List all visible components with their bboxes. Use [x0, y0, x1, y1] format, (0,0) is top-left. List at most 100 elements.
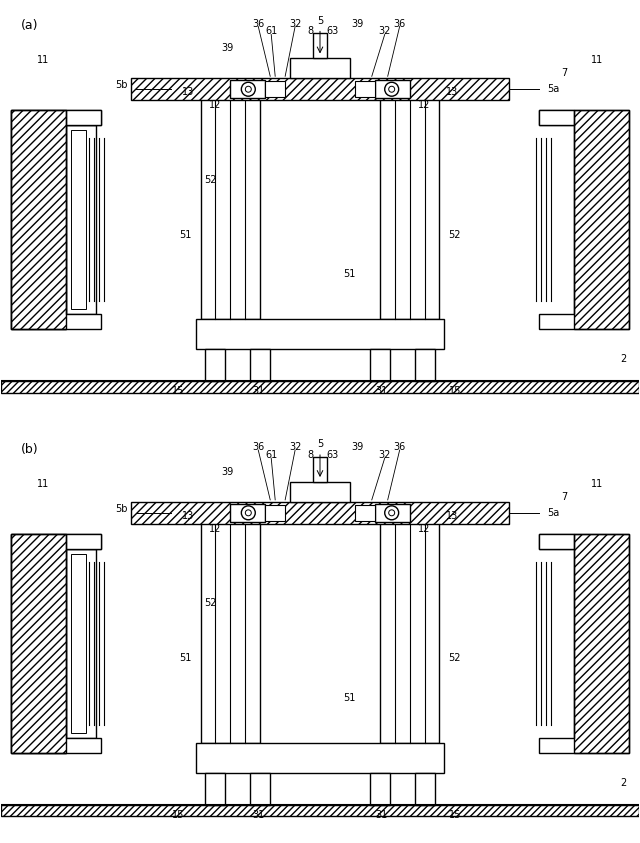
- Text: 8: 8: [307, 26, 313, 36]
- Text: 39: 39: [221, 43, 234, 53]
- Text: 7: 7: [561, 68, 567, 78]
- Bar: [250, 773, 270, 804]
- Bar: [196, 319, 444, 349]
- Text: 11: 11: [591, 56, 603, 66]
- Text: (b): (b): [21, 443, 39, 455]
- Bar: [66, 549, 96, 738]
- Text: 5a: 5a: [547, 84, 559, 94]
- Bar: [1, 804, 639, 817]
- Text: 11: 11: [591, 479, 603, 489]
- Bar: [71, 554, 86, 733]
- Text: 11: 11: [37, 56, 49, 66]
- Bar: [380, 514, 440, 743]
- Bar: [131, 78, 509, 100]
- Text: 36: 36: [394, 442, 406, 452]
- Text: (a): (a): [21, 19, 39, 32]
- Circle shape: [385, 506, 399, 520]
- Text: 52: 52: [448, 229, 461, 239]
- Text: 31: 31: [252, 809, 264, 819]
- Bar: [250, 349, 270, 381]
- Polygon shape: [539, 110, 628, 329]
- Bar: [265, 81, 285, 97]
- Text: 63: 63: [327, 26, 339, 36]
- Circle shape: [388, 510, 395, 516]
- Bar: [574, 534, 628, 753]
- Polygon shape: [12, 534, 101, 753]
- Text: 32: 32: [289, 442, 301, 452]
- Text: 15: 15: [449, 809, 461, 819]
- Text: 52: 52: [204, 175, 217, 185]
- Bar: [375, 80, 410, 98]
- Text: 12: 12: [209, 100, 221, 110]
- Bar: [12, 534, 66, 753]
- Text: 39: 39: [221, 467, 234, 477]
- Text: 32: 32: [289, 19, 301, 29]
- Bar: [370, 773, 390, 804]
- Text: 15: 15: [172, 386, 185, 396]
- Text: 15: 15: [449, 386, 461, 396]
- Text: 7: 7: [561, 491, 567, 502]
- Bar: [200, 514, 260, 743]
- Bar: [290, 482, 350, 502]
- Text: 12: 12: [419, 524, 431, 534]
- Text: 61: 61: [265, 26, 277, 36]
- Bar: [380, 90, 440, 319]
- Text: 13: 13: [182, 87, 195, 97]
- Circle shape: [388, 86, 395, 92]
- Bar: [313, 457, 327, 482]
- Text: 36: 36: [252, 19, 264, 29]
- Text: 5b: 5b: [115, 80, 128, 90]
- Text: 12: 12: [419, 100, 431, 110]
- Text: 13: 13: [182, 511, 195, 521]
- Circle shape: [245, 510, 252, 516]
- Text: 8: 8: [307, 450, 313, 460]
- Circle shape: [241, 83, 255, 96]
- Text: 15: 15: [172, 809, 185, 819]
- Bar: [66, 125, 96, 314]
- Text: 51: 51: [344, 693, 356, 703]
- Bar: [71, 130, 86, 309]
- Bar: [205, 773, 225, 804]
- Text: 31: 31: [376, 386, 388, 396]
- Bar: [12, 110, 66, 329]
- Text: 39: 39: [352, 442, 364, 452]
- Bar: [66, 534, 101, 549]
- Text: 13: 13: [446, 511, 458, 521]
- Circle shape: [385, 83, 399, 96]
- Bar: [265, 505, 285, 521]
- Text: 52: 52: [204, 599, 217, 609]
- Text: 39: 39: [352, 19, 364, 29]
- Text: 5b: 5b: [115, 504, 128, 514]
- Text: 63: 63: [327, 450, 339, 460]
- Bar: [355, 505, 375, 521]
- Bar: [370, 349, 390, 381]
- Text: 5: 5: [317, 15, 323, 25]
- Bar: [230, 504, 265, 522]
- Bar: [290, 58, 350, 78]
- Text: 12: 12: [209, 524, 221, 534]
- Bar: [574, 110, 628, 329]
- Bar: [539, 110, 574, 125]
- Circle shape: [245, 86, 252, 92]
- Text: 52: 52: [448, 653, 461, 663]
- Bar: [200, 90, 260, 319]
- Bar: [415, 349, 435, 381]
- Text: 51: 51: [179, 653, 192, 663]
- Bar: [415, 773, 435, 804]
- Text: 36: 36: [252, 442, 264, 452]
- Bar: [375, 504, 410, 522]
- Text: 2: 2: [621, 354, 627, 364]
- Text: 2: 2: [621, 777, 627, 787]
- Text: 32: 32: [378, 450, 391, 460]
- Bar: [12, 110, 66, 329]
- Bar: [131, 502, 509, 524]
- Text: 5: 5: [317, 439, 323, 449]
- Text: 31: 31: [252, 386, 264, 396]
- Text: 32: 32: [378, 26, 391, 36]
- Bar: [313, 34, 327, 58]
- Polygon shape: [539, 534, 628, 753]
- Bar: [230, 80, 265, 98]
- Text: 51: 51: [344, 270, 356, 279]
- Bar: [12, 534, 66, 753]
- Text: 31: 31: [376, 809, 388, 819]
